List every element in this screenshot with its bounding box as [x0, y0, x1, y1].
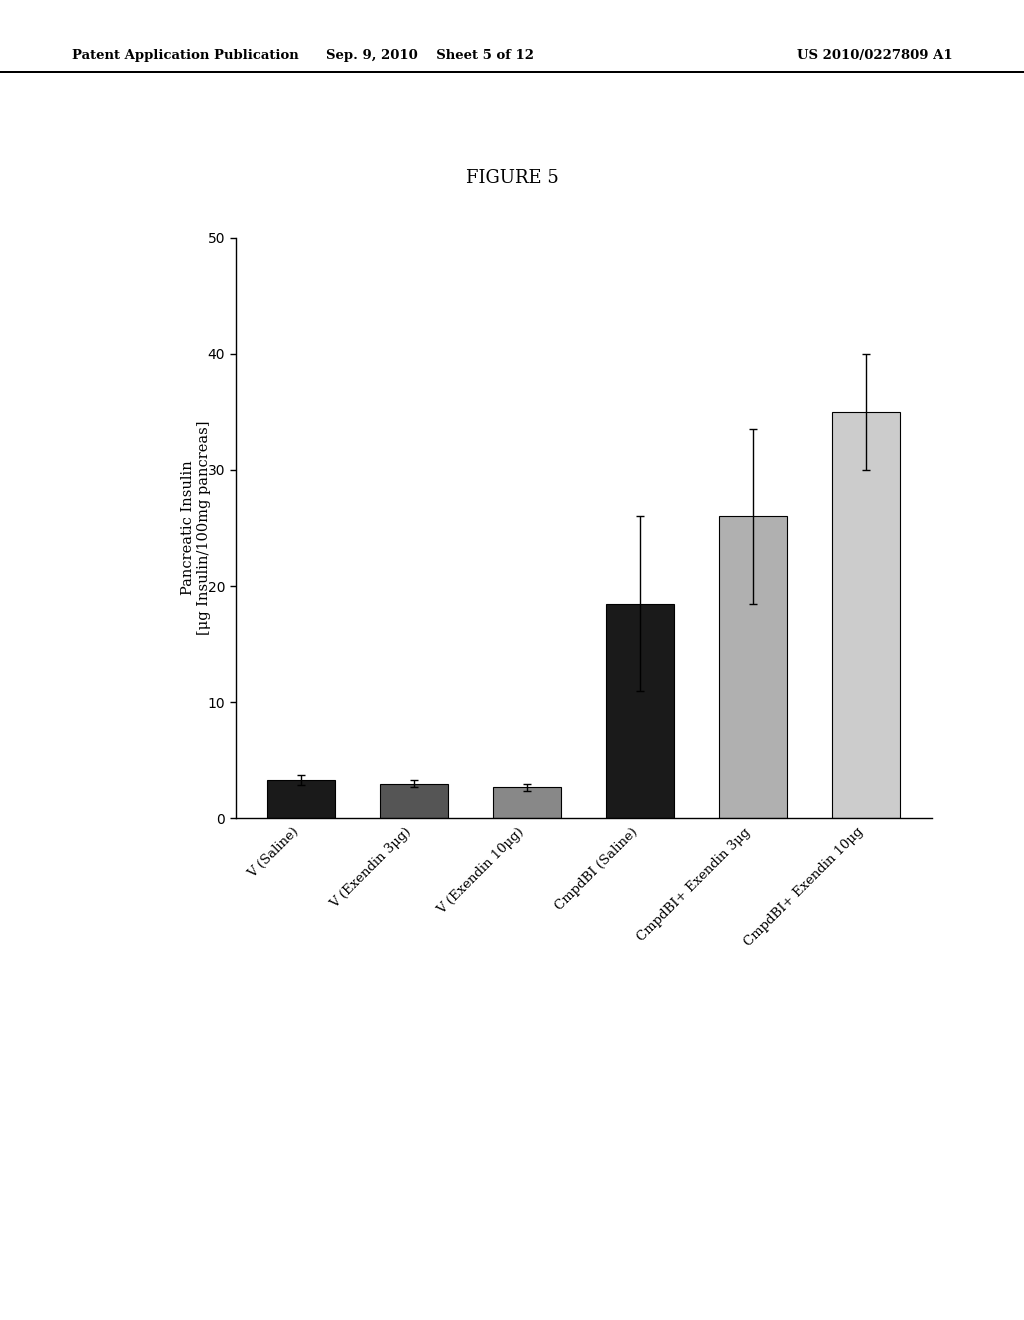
Y-axis label: Pancreatic Insulin
[μg Insulin/100mg pancreas]: Pancreatic Insulin [μg Insulin/100mg pan… [181, 421, 212, 635]
Bar [606, 603, 674, 818]
Text: Patent Application Publication: Patent Application Publication [72, 49, 298, 62]
Bar [719, 516, 787, 818]
Bar [267, 780, 335, 818]
Bar [494, 787, 561, 818]
Text: FIGURE 5: FIGURE 5 [466, 169, 558, 187]
Bar [833, 412, 900, 818]
Bar [380, 784, 449, 818]
Text: US 2010/0227809 A1: US 2010/0227809 A1 [797, 49, 952, 62]
Text: Sep. 9, 2010    Sheet 5 of 12: Sep. 9, 2010 Sheet 5 of 12 [326, 49, 535, 62]
